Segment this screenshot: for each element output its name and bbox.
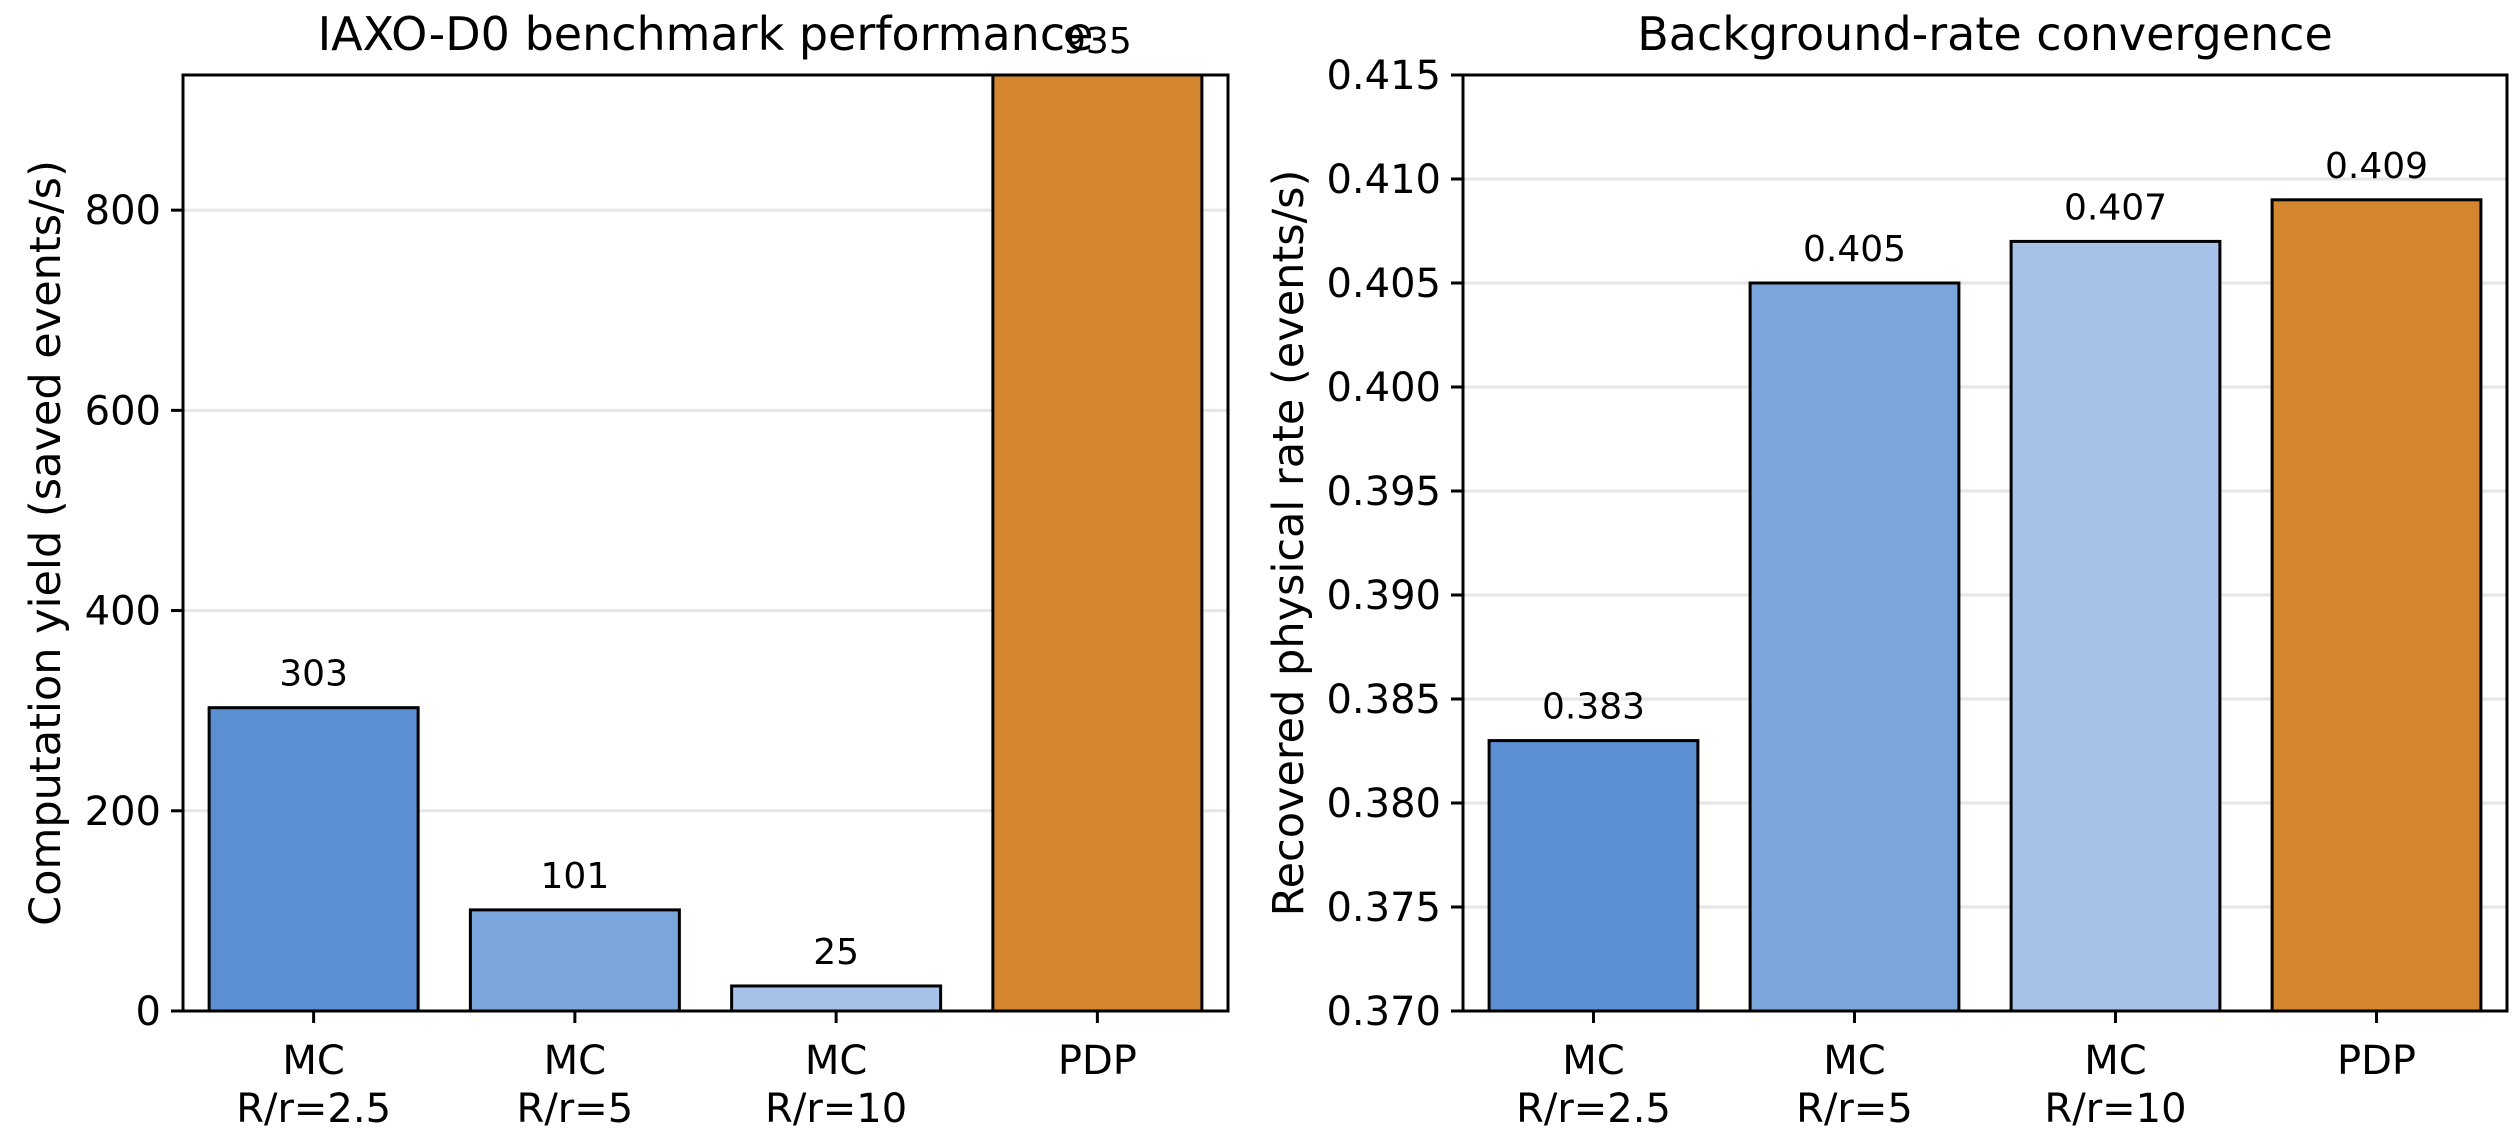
- plot-frame: [1461, 73, 2509, 1013]
- x-tick-label: MC: [1823, 1038, 1885, 1084]
- y-tick-label: 0.375: [1326, 885, 1441, 931]
- x-tick-label: PDP: [2337, 1038, 2416, 1084]
- x-tick-label: PDP: [1058, 1038, 1137, 1084]
- y-tick-label: 200: [85, 789, 161, 835]
- yield-chart-panel: IAXO-D0 benchmark performance Computatio…: [21, 7, 1230, 1132]
- bar: [468, 908, 681, 1013]
- x-tick-label: MC: [544, 1038, 606, 1084]
- y-tick-label: 0.390: [1326, 573, 1441, 619]
- x-tick-label: R/r=5: [1796, 1086, 1913, 1132]
- y-tick-label: 0.385: [1326, 677, 1441, 723]
- x-tick-label: R/r=5: [517, 1086, 634, 1132]
- y-tick-label: 400: [85, 589, 161, 635]
- y-tick-label: 0.405: [1326, 261, 1441, 307]
- y-tick-label: 0.380: [1326, 781, 1441, 827]
- x-tick-label: MC: [805, 1038, 867, 1084]
- bar: [2009, 239, 2222, 1013]
- plot-frame: [181, 73, 1230, 1013]
- x-tick-label: R/r=2.5: [236, 1086, 391, 1132]
- y-tick-label: 0.415: [1326, 53, 1441, 99]
- data-label: 0.407: [2064, 187, 2167, 228]
- x-tick-label: MC: [1562, 1038, 1624, 1084]
- bar: [991, 73, 1204, 1013]
- chart-title: IAXO-D0 benchmark performance: [318, 7, 1094, 61]
- data-label: 303: [279, 654, 348, 695]
- y-axis-label: Computation yield (saved events/s): [21, 160, 71, 926]
- chart-title: Background-rate convergence: [1637, 7, 2333, 61]
- y-tick-label: 0.410: [1326, 157, 1441, 203]
- bar: [1487, 739, 1700, 1013]
- y-tick-label: 600: [85, 388, 161, 434]
- y-tick-label: 0: [136, 989, 161, 1035]
- data-label: 101: [541, 856, 610, 897]
- y-tick-label: 0.370: [1326, 989, 1441, 1035]
- data-label: 0.383: [1542, 687, 1645, 728]
- x-tick-label: MC: [282, 1038, 344, 1084]
- bar: [730, 984, 943, 1013]
- x-tick-label: MC: [2084, 1038, 2146, 1084]
- x-tick-label: R/r=10: [765, 1086, 907, 1132]
- x-tick-label: R/r=10: [2044, 1086, 2186, 1132]
- y-tick-label: 0.395: [1326, 469, 1441, 515]
- y-axis-label: Recovered physical rate (events/s): [1264, 170, 1314, 917]
- data-label: 0.405: [1803, 229, 1906, 270]
- y-tick-label: 0.400: [1326, 365, 1441, 411]
- y-tick-label: 800: [85, 188, 161, 234]
- bar: [2270, 198, 2483, 1013]
- convergence-chart-panel: Background-rate convergence Recovered ph…: [1264, 7, 2509, 1132]
- data-label: 0.409: [2325, 146, 2428, 187]
- bar: [1748, 281, 1961, 1013]
- data-label: 25: [813, 932, 859, 973]
- x-tick-label: R/r=2.5: [1516, 1086, 1671, 1132]
- bar: [207, 706, 420, 1013]
- data-label: 935: [1063, 21, 1132, 62]
